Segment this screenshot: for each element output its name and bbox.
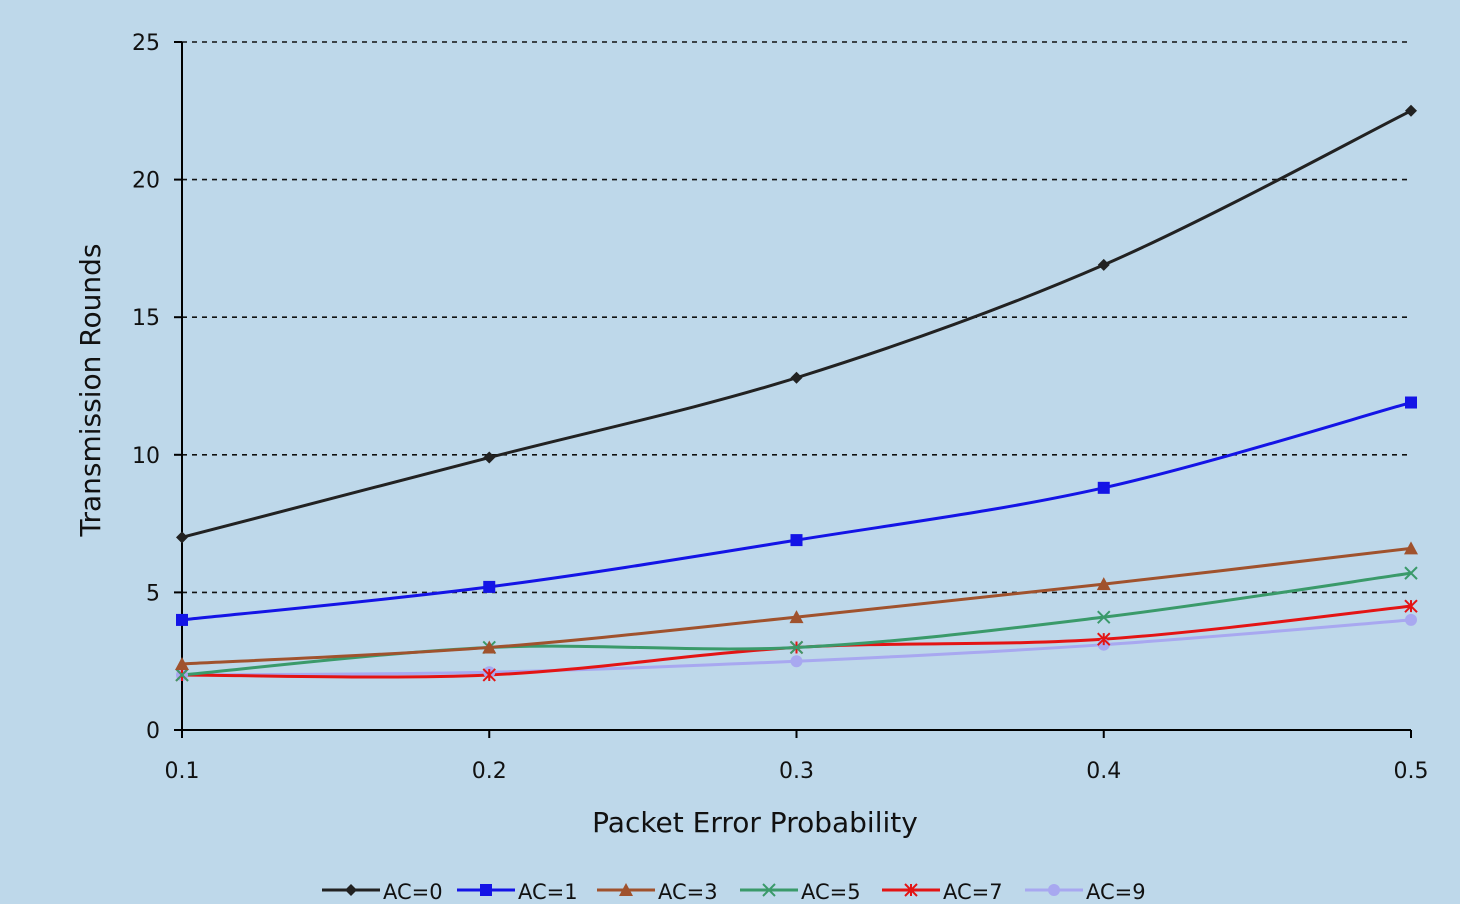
data-point bbox=[1404, 599, 1418, 613]
axis-ticks: 0 5 10 15 20 25 0.1 0.2 0.3 0.4 0.5 bbox=[132, 31, 1429, 784]
x-tick-label: 0.4 bbox=[1086, 759, 1121, 784]
data-point bbox=[789, 610, 804, 624]
legend-item: AC=5 bbox=[740, 880, 861, 904]
x-tick-label: 0.3 bbox=[779, 759, 814, 784]
legend-marker bbox=[480, 884, 492, 896]
x-tick-label: 0.5 bbox=[1394, 759, 1429, 784]
data-point bbox=[483, 451, 496, 464]
y-tick-label: 0 bbox=[146, 719, 160, 744]
legend-marker bbox=[345, 884, 357, 896]
data-point bbox=[790, 534, 803, 547]
legend-label: AC=1 bbox=[518, 880, 578, 904]
data-point bbox=[175, 668, 189, 682]
data-point bbox=[482, 640, 497, 654]
data-point bbox=[1097, 632, 1111, 646]
legend-label: AC=9 bbox=[1086, 880, 1146, 904]
y-tick-label: 15 bbox=[132, 306, 160, 331]
series-line-ac-0 bbox=[181, 109, 1412, 539]
legend-marker bbox=[762, 883, 776, 897]
data-point bbox=[175, 656, 189, 670]
legend: AC=0 AC=1 AC=3 AC=5 AC=7 AC=9 bbox=[322, 880, 1146, 904]
legend-item: AC=0 bbox=[322, 880, 443, 904]
legend-label: AC=3 bbox=[658, 880, 718, 904]
y-tick-label: 10 bbox=[132, 444, 160, 469]
y-axis-title: Transmission Rounds bbox=[74, 244, 107, 538]
y-tick-label: 25 bbox=[132, 31, 160, 56]
data-point bbox=[1404, 541, 1418, 555]
data-point bbox=[1405, 396, 1417, 409]
data-point bbox=[176, 613, 188, 626]
x-axis-title: Packet Error Probability bbox=[592, 806, 918, 839]
legend-label: AC=0 bbox=[383, 880, 443, 904]
data-point bbox=[482, 668, 496, 682]
data-point bbox=[1097, 481, 1110, 494]
legend-item: AC=7 bbox=[882, 880, 1003, 904]
data-point bbox=[483, 580, 496, 593]
legend-marker bbox=[1048, 884, 1060, 896]
data-point bbox=[1097, 258, 1110, 271]
legend-marker bbox=[904, 883, 918, 897]
data-point bbox=[790, 371, 803, 384]
data-point bbox=[1096, 577, 1111, 591]
y-tick-label: 5 bbox=[146, 581, 160, 606]
data-point bbox=[1405, 613, 1417, 626]
series-line-ac-1 bbox=[181, 401, 1412, 622]
data-point bbox=[1097, 610, 1111, 624]
y-tick-label: 20 bbox=[132, 169, 160, 194]
legend-item: AC=9 bbox=[1025, 880, 1146, 904]
legend-label: AC=7 bbox=[943, 880, 1003, 904]
data-point bbox=[176, 531, 188, 544]
legend-item: AC=1 bbox=[457, 880, 578, 904]
data-point bbox=[1404, 566, 1418, 580]
x-tick-label: 0.1 bbox=[165, 759, 200, 784]
legend-marker bbox=[619, 883, 633, 896]
data-point bbox=[789, 640, 804, 655]
x-tick-label: 0.2 bbox=[472, 759, 507, 784]
data-point bbox=[790, 655, 803, 668]
series-markers bbox=[175, 104, 1418, 682]
grid-lines bbox=[182, 41, 1411, 594]
legend-item: AC=3 bbox=[597, 880, 718, 904]
legend-label: AC=5 bbox=[801, 880, 861, 904]
data-point bbox=[1405, 104, 1417, 117]
